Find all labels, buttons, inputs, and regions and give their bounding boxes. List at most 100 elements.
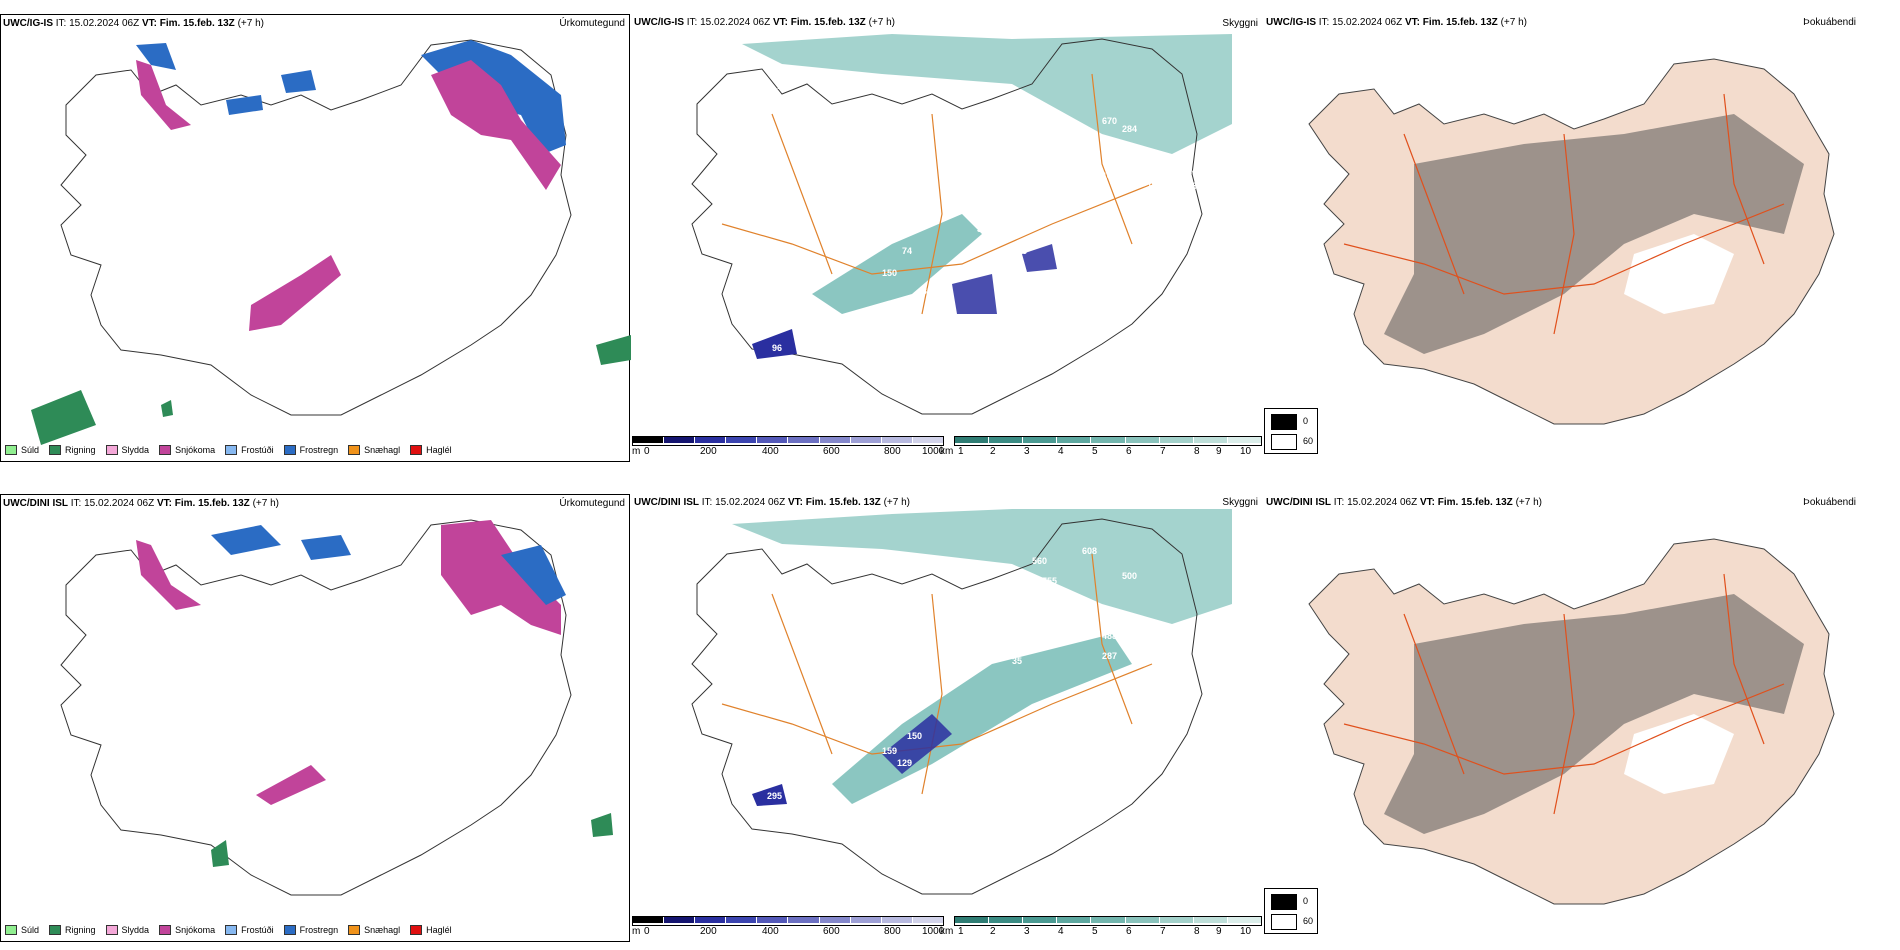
iceland-outline	[691, 38, 1203, 415]
precip-type-legend: Súld Rigning Slydda Snjókoma Frostúði Fr…	[5, 445, 452, 455]
vis-label: 255	[1027, 101, 1042, 111]
vis-label: 129	[897, 758, 912, 768]
unit-label: m	[632, 926, 641, 937]
vis-label: 12	[832, 316, 842, 326]
vis-label: 287	[1102, 651, 1117, 661]
vis-label: 296	[877, 304, 892, 314]
vis-label: 488	[1102, 631, 1117, 641]
vis-label: 144	[1147, 181, 1162, 191]
vis-label: 608	[1082, 546, 1097, 556]
rain-area	[591, 813, 613, 837]
colorbar-m-ticks: m 0 200 400 600 800 1000	[632, 446, 945, 457]
low-visibility-area	[752, 329, 797, 359]
iceland-outline	[691, 518, 1203, 895]
unit-label: km	[940, 446, 954, 457]
legend-item: Haglél	[410, 925, 452, 935]
teal-low-cloud-area	[732, 509, 1232, 624]
vis-label: 62	[832, 791, 842, 801]
colorbar-km-ticks: km 1 2 3 4 5 6 7 8 9 10	[940, 446, 1252, 457]
legend-swatch	[348, 925, 361, 935]
teal-low-cloud-area	[742, 34, 1232, 154]
legend-item: Haglél	[410, 445, 452, 455]
legend-swatch	[49, 445, 62, 455]
snow-area	[136, 540, 201, 610]
snow-area	[431, 60, 561, 190]
rain-area	[596, 335, 631, 365]
precip-type-panel-top: UWC/IG-IS IT: 15.02.2024 06Z VT: Fim. 15…	[0, 14, 631, 462]
panel-title: UWC/IG-IS IT: 15.02.2024 06Z VT: Fim. 15…	[3, 18, 264, 29]
visibility-panel-top: UWC/IG-IS IT: 15.02.2024 06Z VT: Fim. 15…	[632, 14, 1262, 462]
vis-label: 382	[977, 224, 992, 234]
legend-item: Slydda	[105, 925, 149, 935]
legend-item: Slydda	[105, 445, 149, 455]
fog-swatch-60	[1271, 434, 1297, 450]
panel-title: UWC/IG-IS IT: 15.02.2024 06Z VT: Fim. 15…	[634, 17, 895, 28]
vis-label: 159	[882, 746, 897, 756]
roads	[1343, 93, 1785, 335]
precip-type-legend: Súld Rigning Slydda Snjókoma Frostúði Fr…	[5, 925, 452, 935]
legend-swatch	[225, 925, 238, 935]
freezing-rain-area	[211, 525, 281, 555]
visibility-map-top: 143 623 255 449 670 284 149 324 144 77 1…	[691, 34, 1232, 415]
unit-label: km	[940, 926, 954, 937]
legend-swatch	[105, 445, 118, 455]
vis-label: 74	[902, 246, 912, 256]
low-visibility-area	[952, 274, 997, 314]
legend-swatch	[348, 445, 361, 455]
rain-area	[31, 390, 96, 445]
vis-label: 324	[1122, 181, 1137, 191]
panel-variable-label: Skyggni	[1222, 18, 1258, 29]
fog-indicator-panel-bottom: UWC/DINI ISL IT: 15.02.2024 06Z VT: Fim.…	[1264, 494, 1900, 942]
colorbar-m	[632, 436, 944, 446]
vis-label: 150	[882, 268, 897, 278]
vis-label: 560	[1032, 556, 1047, 566]
colorbar-km-ticks: km 1 2 3 4 5 6 7 8 9 10	[940, 926, 1252, 937]
panel-variable-label: Þokuábendi	[1803, 17, 1856, 28]
fog-legend-box: 0 60	[1264, 888, 1318, 934]
legend-swatch	[159, 925, 172, 935]
vis-label: 85	[1172, 651, 1182, 661]
rain-area	[161, 400, 173, 417]
legend-item: Snæhagl	[348, 925, 400, 935]
vis-label: 150	[907, 731, 922, 741]
rain-area	[211, 840, 229, 867]
legend-item: Súld	[5, 925, 39, 935]
vis-label: 295	[767, 791, 782, 801]
legend-swatch	[105, 925, 118, 935]
freezing-rain-area	[501, 545, 566, 605]
panel-title: UWC/IG-IS IT: 15.02.2024 06Z VT: Fim. 15…	[1266, 17, 1527, 28]
vis-label: 120	[952, 266, 967, 276]
vis-label: 96	[772, 343, 782, 353]
vis-label: 105	[1012, 246, 1027, 256]
legend-swatch	[225, 445, 238, 455]
colorbar-m	[632, 916, 944, 926]
freezing-rain-area	[281, 70, 316, 93]
vis-label: 421	[952, 328, 967, 338]
vis-label: 143	[777, 81, 792, 91]
panel-title: UWC/DINI ISL IT: 15.02.2024 06Z VT: Fim.…	[1266, 497, 1542, 508]
freezing-rain-area	[301, 535, 351, 560]
legend-item: Frostregn	[283, 925, 338, 935]
vis-label: 284	[1122, 124, 1137, 134]
fog-swatch-0	[1271, 414, 1297, 430]
legend-item: Snjókoma	[159, 925, 215, 935]
roads	[721, 73, 1153, 315]
vis-label: 197	[1142, 636, 1157, 646]
colorbar-km	[954, 916, 1262, 926]
legend-swatch	[5, 925, 17, 935]
legend-item: Rigning	[49, 925, 96, 935]
visibility-value-labels: 385 394 60 560 755 608 500 488 197 287 1…	[767, 546, 1192, 801]
vis-label: 307	[922, 286, 937, 296]
visibility-map-bottom: 385 394 60 560 755 608 500 488 197 287 1…	[691, 509, 1232, 895]
legend-swatch	[49, 925, 62, 935]
legend-item: Frostúði	[225, 445, 274, 455]
legend-swatch	[283, 445, 296, 455]
legend-item: Frostregn	[283, 445, 338, 455]
legend-item: Snæhagl	[348, 445, 400, 455]
vis-label: 500	[1122, 571, 1137, 581]
vis-label: 144	[972, 316, 987, 326]
vis-label: 385	[772, 551, 787, 561]
panel-variable-label: Úrkomutegund	[559, 498, 625, 509]
freezing-rain-area	[226, 95, 263, 115]
precip-type-map-bottom	[60, 519, 613, 896]
